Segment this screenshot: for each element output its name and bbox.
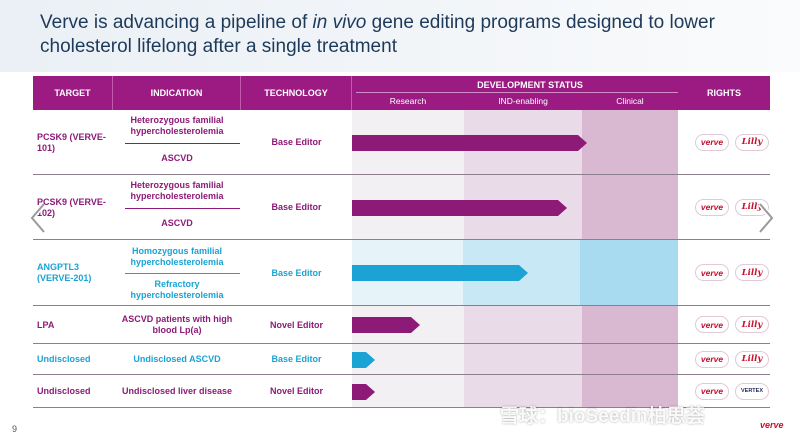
verve-logo: verve: [695, 264, 729, 281]
development-status-label: DEVELOPMENT STATUS: [477, 80, 583, 90]
row-indication: ASCVD: [161, 153, 193, 164]
header-technology: TECHNOLOGY: [241, 76, 352, 110]
row-indication: Refractory hypercholesterolemia: [130, 278, 224, 300]
progress-arrow-shaft: [352, 383, 366, 400]
header-indication: INDICATION: [113, 76, 241, 110]
row-indication: Undisclosed ASCVD: [133, 354, 221, 364]
indication-divider: [125, 207, 240, 209]
header-divider: [356, 92, 704, 93]
row-target: PCSK9 (VERVE-101): [37, 131, 106, 153]
slide-title: Verve is advancing a pipeline of in vivo…: [40, 11, 760, 59]
header-rights: RIGHTS: [678, 76, 770, 110]
row-technology: Base Editor: [271, 354, 322, 364]
progress-arrow-shaft: [352, 317, 411, 333]
verve-logo: verve: [695, 350, 729, 368]
row-technology: Base Editor: [271, 202, 322, 212]
row-indication: Heterozygous familial hypercholesterolem…: [130, 180, 224, 202]
row-technology: Novel Editor: [269, 319, 323, 330]
stage-clinical: Clinical: [616, 96, 644, 106]
lilly-logo: Lilly: [735, 264, 769, 281]
row-rights: verve Lilly: [695, 264, 769, 281]
table-row: ANGPTL3 (VERVE-201) Homozygous familial h…: [33, 240, 770, 306]
row-indication: ASCVD patients with high blood Lp(a): [121, 314, 233, 335]
row-target: ANGPTL3 (VERVE-201): [37, 262, 92, 283]
row-technology: Base Editor: [271, 267, 322, 278]
vertex-logo: VERTEX: [735, 382, 769, 400]
indication-divider: [125, 273, 240, 274]
title-text-end: gene editing programs designed to lower …: [40, 12, 715, 57]
row-indication: Heterozygous familial hypercholesterolem…: [130, 115, 224, 137]
progress-arrow-tip: [411, 317, 420, 333]
table-row: PCSK9 (VERVE-102) Heterozygous familial h…: [33, 175, 770, 240]
verve-logo: verve: [695, 382, 729, 400]
progress-arrow-tip: [366, 351, 375, 368]
stage-ind-enabling: IND-enabling: [498, 96, 548, 106]
pipeline-table: TARGET INDICATION TECHNOLOGY DEVELOPMENT…: [33, 76, 770, 408]
prev-slide-button[interactable]: [24, 200, 52, 236]
slide-header: Verve is advancing a pipeline of in vivo…: [0, 0, 800, 72]
progress-arrow-tip: [578, 134, 587, 151]
stage-research: Research: [389, 96, 427, 106]
footer-logo: verve: [760, 420, 784, 430]
progress-arrow-tip: [366, 383, 375, 400]
row-technology: Base Editor: [271, 137, 322, 147]
table-row: Undisclosed Undisclosed ASCVD Base Editor v…: [33, 344, 770, 375]
title-text: Verve is advancing a pipeline of: [40, 12, 313, 33]
progress-arrow-shaft: [352, 134, 578, 151]
header-development-status: DEVELOPMENT STATUS Research IND-enabling…: [352, 76, 708, 110]
row-target: Undisclosed: [37, 386, 91, 396]
row-rights: verve Lilly: [695, 350, 769, 368]
row-target: PCSK9 (VERVE-102): [37, 196, 106, 218]
row-indication: Homozygous familial hypercholesterolemia: [130, 245, 224, 267]
row-rights: verve Lilly: [695, 133, 769, 151]
title-italic-text: in vivo: [312, 12, 367, 33]
verve-logo: verve: [695, 316, 729, 333]
verve-logo: verve: [695, 198, 729, 216]
row-rights: verve Lilly: [695, 198, 769, 216]
row-technology: Novel Editor: [269, 386, 323, 396]
table-row: LPA ASCVD patients with high blood Lp(a) N…: [33, 306, 770, 344]
chevron-right-icon: [758, 202, 776, 234]
row-indication: Undisclosed liver disease: [121, 386, 233, 396]
table-row: Undisclosed Undisclosed liver disease Nove…: [33, 375, 770, 408]
progress-arrow-shaft: [352, 265, 519, 281]
indication-divider: [125, 142, 240, 144]
row-rights: verve VERTEX: [695, 382, 769, 400]
table-row: PCSK9 (VERVE-101) Heterozygous familial h…: [33, 110, 770, 175]
next-slide-button[interactable]: [752, 200, 780, 236]
lilly-logo: Lilly: [735, 316, 769, 333]
row-target: LPA: [37, 319, 55, 330]
lilly-logo: Lilly: [735, 133, 769, 151]
page-number: 9: [12, 424, 18, 434]
chevron-left-icon: [28, 202, 46, 234]
progress-arrow-tip: [558, 199, 567, 216]
progress-arrow-shaft: [352, 199, 558, 216]
progress-arrow-tip: [519, 265, 528, 281]
lilly-logo: Lilly: [735, 350, 769, 368]
lilly-logo: Lilly: [735, 198, 769, 216]
row-indication: ASCVD: [161, 218, 193, 229]
progress-arrow-shaft: [352, 351, 366, 368]
row-rights: verve Lilly: [695, 316, 769, 333]
row-target: Undisclosed: [37, 354, 91, 364]
verve-logo: verve: [695, 133, 729, 151]
header-target: TARGET: [33, 76, 113, 110]
watermark-text: 雪球：bioSeedin柏思荟: [500, 406, 705, 427]
